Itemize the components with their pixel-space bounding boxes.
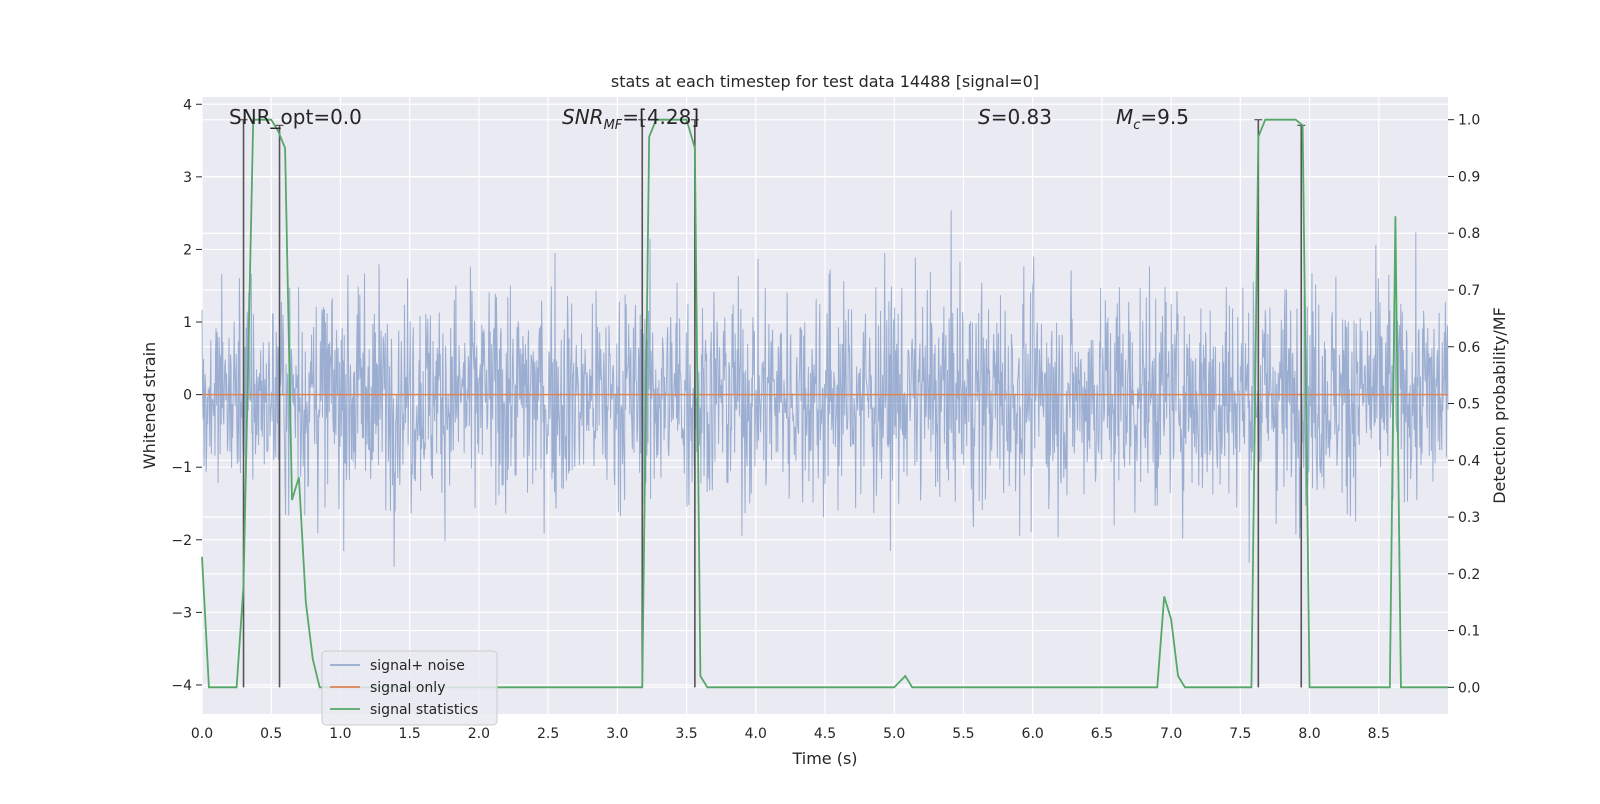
x-tick-label: 3.5 [675,726,697,742]
x-tick-label: 3.0 [606,726,628,742]
legend: signal+ noise signal only signal statist… [321,650,498,726]
y-right-tick-label: 1.0 [1458,113,1480,129]
y-right-tick-label: 0.0 [1458,680,1480,696]
y-left-tick-label: −3 [171,605,192,621]
y-right-tick-label: 0.5 [1458,397,1480,413]
x-tick-label: 0.5 [260,726,282,742]
y-axis-label-left: Whitened strain [140,342,159,469]
x-tick-label: 8.0 [1298,726,1320,742]
annotation-snr-opt: SNR_opt=0.0 [229,105,362,129]
x-tick-label: 1.0 [329,726,351,742]
x-tick-label: 1.5 [399,726,421,742]
series-signal-statistics [201,118,1448,689]
x-tick-label: 7.5 [1229,726,1251,742]
x-tick-label: 6.5 [1091,726,1113,742]
y-right-tick-label: 0.8 [1458,226,1480,242]
y-right-tick-label: 0.7 [1458,283,1480,299]
y-right-tick-label: 0.6 [1458,340,1480,356]
x-tick-label: 6.0 [1022,726,1044,742]
y-left-tick-label: 0 [183,388,192,404]
vertical-markers [239,119,1306,688]
x-tick-label: 0.0 [191,726,213,742]
s-value: =0.83 [991,105,1052,129]
legend-label-signal-noise: signal+ noise [370,658,465,674]
annotation-snr-mf: SNRMF=[4.28] [562,105,699,133]
y-right-tick-label: 0.3 [1458,510,1480,526]
snr-mf-symbol: SNR [562,105,604,129]
noise-trace [201,210,1449,567]
x-axis-label: Time (s) [791,749,857,768]
x-tick-label: 4.5 [814,726,836,742]
x-tick-label: 7.0 [1160,726,1182,742]
legend-box [321,650,498,726]
y-left-tick-label: 2 [183,242,192,258]
y-left-tick-label: −1 [171,460,192,476]
y-left-tick-label: 3 [183,170,192,186]
x-tick-label: 5.5 [952,726,974,742]
snr-mf-subscript: MF [604,118,623,133]
s-symbol: S [978,105,991,129]
legend-label-signal-statistics: signal statistics [370,702,478,718]
y-right-tick-label: 0.9 [1458,169,1480,185]
mc-value: =9.5 [1140,105,1189,129]
tick-labels: 0.0 0.5 1.0 1.5 2.0 2.5 3.0 3.5 4.0 4.5 5.0 5.5 6.0 6… [171,97,1480,742]
snr-mf-value: =[4.28] [622,105,699,129]
y-right-tick-label: 0.4 [1458,453,1480,469]
x-tick-label: 2.0 [468,726,490,742]
series-signal-noise [201,210,1449,567]
y-left-tick-label: 4 [183,97,192,113]
y-left-tick-label: −2 [171,533,192,549]
y-left-tick-label: −4 [171,678,192,694]
mc-symbol: M [1116,105,1133,129]
chart-title: stats at each timestep for test data 144… [611,72,1039,91]
legend-label-signal-only: signal only [370,680,445,696]
annotation-mc: Mc=9.5 [1116,105,1189,133]
x-tick-label: 4.0 [745,726,767,742]
annotation-s: S=0.83 [978,105,1052,129]
y-left-tick-label: 1 [183,315,192,331]
signal-statistics-line [201,118,1448,689]
y-right-tick-label: 0.2 [1458,567,1480,583]
y-axis-label-right: Detection probability/MF [1490,307,1509,504]
x-tick-label: 5.0 [883,726,905,742]
y-right-tick-label: 0.1 [1458,624,1480,640]
x-tick-label: 2.5 [537,726,559,742]
mc-subscript: c [1133,118,1140,133]
x-tick-label: 8.5 [1368,726,1390,742]
